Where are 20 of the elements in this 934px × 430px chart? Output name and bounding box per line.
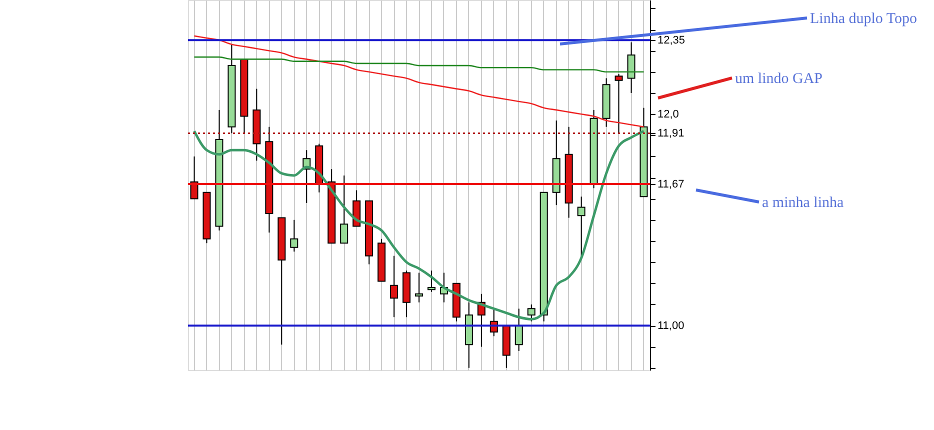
candlestick	[627, 42, 636, 94]
candlestick	[527, 304, 536, 322]
line-series	[192, 130, 646, 321]
y-tick-label: 12,35	[658, 34, 686, 47]
y-tick-label: 11,91	[658, 128, 684, 140]
text: um lindo GAP	[735, 71, 823, 87]
text: Linha duplo Topo	[810, 11, 917, 27]
y-tick-label: 11,00	[658, 320, 684, 332]
candlestick	[427, 270, 436, 292]
y-tick-label: 12,0	[658, 108, 679, 121]
text: a minha linha	[762, 195, 844, 211]
line-series	[194, 56, 644, 73]
candlestick	[514, 308, 523, 352]
candlestick	[614, 74, 623, 134]
candlestick	[390, 255, 398, 318]
candlestick	[290, 219, 298, 252]
line-series	[194, 35, 644, 128]
candlestick	[415, 272, 423, 303]
candlestick	[340, 174, 348, 244]
y-tick-label: 11,67	[658, 178, 684, 190]
